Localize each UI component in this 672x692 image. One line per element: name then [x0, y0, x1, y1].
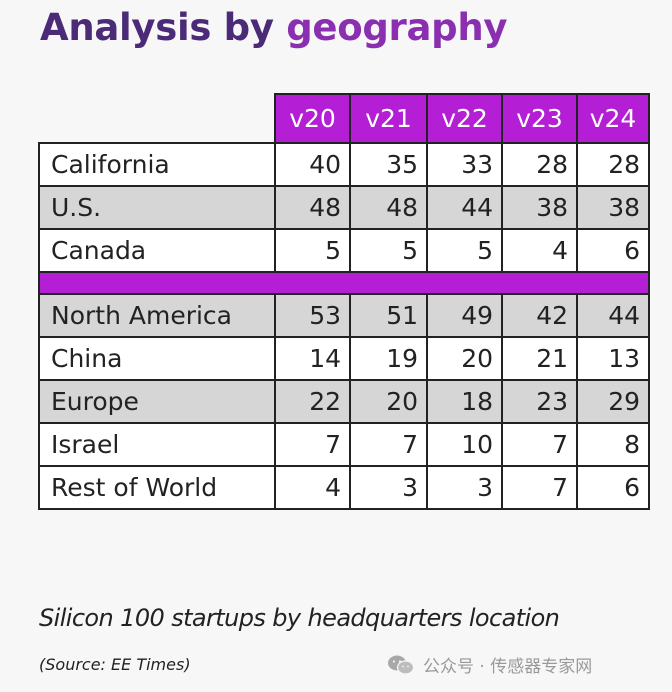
table-cell: 7	[349, 422, 428, 467]
table-cell: 5	[426, 228, 503, 273]
table-corner	[39, 94, 276, 144]
table-cell: 48	[274, 185, 351, 230]
table-cell: 6	[576, 228, 650, 273]
table-cell: 7	[501, 422, 578, 467]
column-header-v23: v23	[501, 93, 578, 144]
table-cell: 44	[426, 185, 503, 230]
table-cell: 3	[349, 465, 428, 510]
table-row: Rest of World 4 3 3 7 6	[38, 465, 650, 510]
table-header-row: v20 v21 v22 v23 v24	[39, 93, 650, 144]
table-cell: 28	[576, 142, 650, 187]
table-cell: 29	[576, 379, 650, 424]
table-cell: 20	[349, 379, 428, 424]
row-label: California	[38, 142, 276, 187]
divider-row	[38, 271, 650, 295]
table-cell: 53	[274, 293, 351, 338]
table-cell: 5	[274, 228, 351, 273]
column-header-v24: v24	[576, 93, 650, 144]
table-cell: 4	[274, 465, 351, 510]
table-cell: 7	[501, 465, 578, 510]
column-header-v21: v21	[349, 93, 428, 144]
table-cell: 21	[501, 336, 578, 381]
page-title-part2: geography	[286, 6, 508, 49]
table-cell: 44	[576, 293, 650, 338]
table-cell: 7	[274, 422, 351, 467]
geography-table: v20 v21 v22 v23 v24 California 40 35 33 …	[38, 93, 650, 510]
table-cell: 5	[349, 228, 428, 273]
row-label: China	[38, 336, 276, 381]
wechat-icon	[387, 654, 415, 676]
table-cell: 14	[274, 336, 351, 381]
table-cell: 33	[426, 142, 503, 187]
row-label: Canada	[38, 228, 276, 273]
table-cell: 13	[576, 336, 650, 381]
table-cell: 38	[576, 185, 650, 230]
table-cell: 51	[349, 293, 428, 338]
column-header-v20: v20	[274, 93, 351, 144]
table-cell: 18	[426, 379, 503, 424]
row-label: Israel	[38, 422, 276, 467]
table-cell: 28	[501, 142, 578, 187]
table-cell: 3	[426, 465, 503, 510]
row-label: U.S.	[38, 185, 276, 230]
source-note: (Source: EE Times)	[39, 655, 191, 674]
table-cell: 49	[426, 293, 503, 338]
table-row: California 40 35 33 28 28	[38, 142, 650, 187]
table-row: China 14 19 20 21 13	[38, 336, 650, 381]
table-cell: 22	[274, 379, 351, 424]
table-row: Canada 5 5 5 4 6	[38, 228, 650, 273]
table-caption: Silicon 100 startups by headquarters loc…	[39, 604, 560, 632]
row-label: Rest of World	[38, 465, 276, 510]
table-cell: 20	[426, 336, 503, 381]
table-cell: 42	[501, 293, 578, 338]
table-cell: 38	[501, 185, 578, 230]
page-title-part1: Analysis by	[40, 6, 287, 49]
row-label: North America	[38, 293, 276, 338]
table-cell: 19	[349, 336, 428, 381]
column-header-v22: v22	[426, 93, 503, 144]
watermark-text: 公众号 · 传感器专家网	[423, 657, 593, 677]
table-cell: 48	[349, 185, 428, 230]
watermark: 公众号 · 传感器专家网	[387, 652, 592, 677]
table-row: Europe 22 20 18 23 29	[38, 379, 650, 424]
table-cell: 8	[576, 422, 650, 467]
page-title: Analysis by geography	[40, 6, 508, 50]
table-row: Israel 7 7 10 7 8	[38, 422, 650, 467]
table-row: North America 53 51 49 42 44	[38, 293, 650, 338]
table-cell: 40	[274, 142, 351, 187]
table-cell: 23	[501, 379, 578, 424]
table-cell: 35	[349, 142, 428, 187]
table-row: U.S. 48 48 44 38 38	[38, 185, 650, 230]
table-cell: 10	[426, 422, 503, 467]
row-label: Europe	[38, 379, 276, 424]
divider-bar	[38, 271, 650, 295]
table-cell: 4	[501, 228, 578, 273]
table-cell: 6	[576, 465, 650, 510]
